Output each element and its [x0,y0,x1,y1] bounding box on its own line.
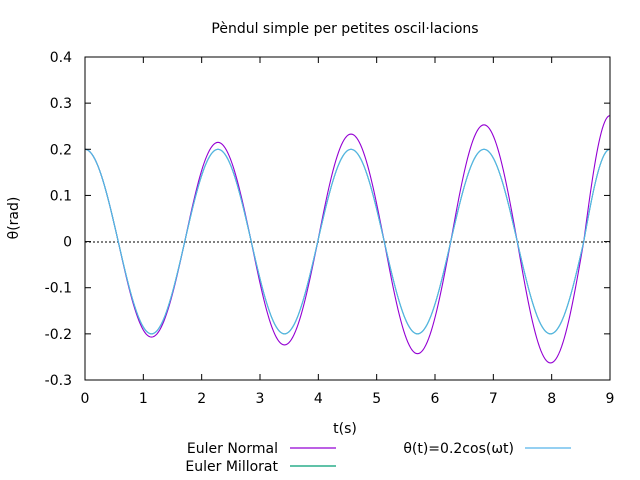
y-tick-label: -0.1 [45,281,72,297]
series-layer [84,115,611,364]
x-tick-label: 8 [547,391,556,407]
legend: Euler Normal Euler Millorat θ(t)=0.2cos(… [185,441,571,475]
legend-label-analytic: θ(t)=0.2cos(ωt) [403,441,514,457]
x-tick-label: 4 [314,391,323,407]
legend-label-euler-normal: Euler Normal [187,441,278,457]
y-tick-label: 0.1 [50,188,72,204]
y-tick-label: 0.3 [50,96,72,112]
y-tick-label: 0.2 [50,142,72,158]
y-tick-label: -0.3 [45,373,72,389]
x-tick-label: 2 [197,391,206,407]
plot-frame [84,56,611,381]
series-euler-millorat [84,148,611,335]
x-tick-label: 6 [431,391,440,407]
legend-label-euler-millorat: Euler Millorat [185,459,278,475]
y-tick-label: -0.2 [45,327,72,343]
x-tick-label: 1 [139,391,148,407]
y-axis-ticks: -0.3 -0.2 -0.1 0 0.1 0.2 0.3 0.4 [45,50,610,389]
y-axis-label: θ(rad) [6,197,22,240]
y-tick-label: 0 [63,235,72,251]
chart-title: Pèndul simple per petites oscil·lacions [211,21,478,37]
x-tick-label: 3 [256,391,265,407]
x-tick-label: 9 [606,391,615,407]
x-tick-label: 5 [372,391,381,407]
x-axis-ticks: 0 1 2 3 4 5 6 7 8 9 [81,57,615,407]
x-axis-label: t(s) [333,421,357,437]
x-tick-label: 7 [489,391,498,407]
y-tick-label: 0.4 [50,50,72,66]
x-tick-label: 0 [81,391,90,407]
series-euler-normal [84,115,611,364]
series-analytic [84,148,611,335]
